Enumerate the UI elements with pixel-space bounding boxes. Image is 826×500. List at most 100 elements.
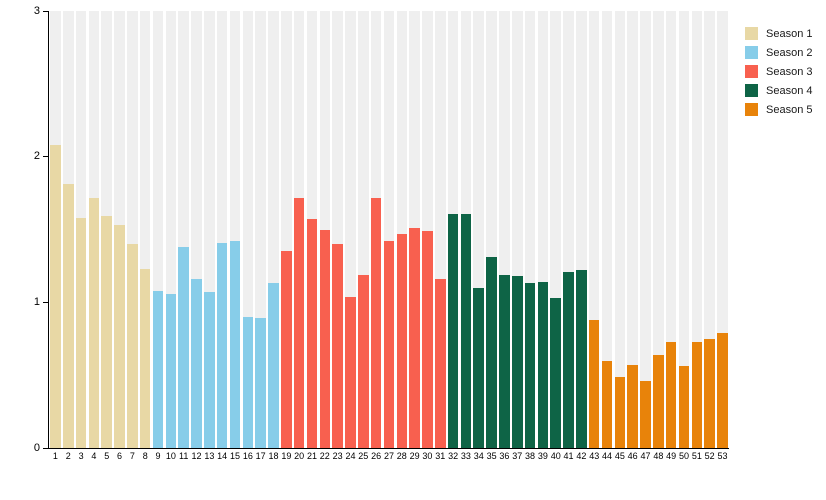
bar-slot: 13	[203, 11, 216, 461]
bar-slot: 2	[62, 11, 75, 461]
background-stripe	[396, 11, 408, 448]
legend-swatch-icon	[745, 65, 758, 78]
bar-slot: 30	[421, 11, 434, 461]
bar-slot: 6	[113, 11, 126, 461]
x-axis-label: 19	[281, 451, 292, 461]
y-axis-tick-label: 0	[33, 441, 40, 454]
bar-slot: 3	[75, 11, 88, 461]
bar-episode-28	[396, 233, 408, 448]
background-stripe	[717, 11, 728, 448]
bar-episode-52	[704, 338, 715, 448]
bar-episode-33	[460, 213, 472, 448]
x-axis-label: 15	[230, 451, 241, 461]
background-stripe	[537, 11, 549, 448]
bar-episode-42	[576, 270, 587, 448]
bar-episode-49	[665, 341, 677, 448]
background-stripe	[165, 11, 177, 448]
bar-slot: 48	[652, 11, 665, 461]
bar-slot: 53	[716, 11, 729, 461]
bar-slot: 24	[344, 11, 357, 461]
legend-item: Season 2	[745, 46, 812, 59]
bar-slot: 27	[383, 11, 396, 461]
bar-slot: 33	[460, 11, 473, 461]
x-axis-label: 13	[204, 451, 215, 461]
bar-episode-37	[511, 276, 523, 448]
bar-episode-15	[229, 241, 241, 448]
bar-episode-9	[152, 290, 164, 448]
background-stripe	[242, 11, 254, 448]
x-axis-label: 46	[627, 451, 638, 461]
bar-episode-35	[486, 257, 497, 448]
background-stripe	[204, 11, 215, 448]
background-stripe	[383, 11, 395, 448]
bar-episode-7	[127, 244, 138, 448]
bar-episode-5	[101, 216, 112, 448]
bar-episode-11	[178, 247, 189, 448]
bar-episode-27	[383, 241, 395, 448]
x-axis-label: 30	[422, 451, 433, 461]
x-axis-label: 33	[460, 451, 471, 461]
y-axis-tick	[43, 10, 49, 12]
bar-episode-18	[268, 283, 279, 448]
background-stripe	[524, 11, 536, 448]
bar-slot: 16	[241, 11, 254, 461]
bar-episode-26	[370, 197, 382, 448]
bar-episode-50	[678, 366, 690, 448]
bar-episode-40	[550, 298, 561, 448]
background-stripe	[268, 11, 279, 448]
x-axis-label: 26	[371, 451, 382, 461]
bar-episode-51	[691, 341, 703, 448]
bar-episode-30	[422, 231, 433, 448]
bar-episode-45	[614, 376, 626, 448]
bar-episode-29	[409, 228, 420, 448]
legend-label: Season 2	[766, 46, 813, 59]
bar-slot: 50	[678, 11, 691, 461]
bar-slot: 10	[164, 11, 177, 461]
bar-episode-1	[50, 145, 61, 448]
background-stripe	[229, 11, 241, 448]
x-axis-label: 20	[294, 451, 305, 461]
bar-episode-2	[62, 184, 74, 448]
x-axis-label: 48	[653, 451, 664, 461]
bar-episode-36	[499, 274, 510, 448]
background-stripe	[332, 11, 343, 448]
bar-episode-47	[640, 381, 651, 448]
bar-episode-17	[255, 318, 266, 448]
x-axis-label: 38	[525, 451, 536, 461]
background-stripe	[601, 11, 613, 448]
x-axis-label: 23	[332, 451, 343, 461]
bar-episode-39	[537, 281, 549, 448]
bar-slot: 42	[575, 11, 588, 461]
bar-slot: 44	[601, 11, 614, 461]
bar-slot: 26	[370, 11, 383, 461]
x-axis-label: 14	[217, 451, 228, 461]
legend-swatch-icon	[745, 46, 758, 59]
background-stripe	[691, 11, 703, 448]
background-stripe	[191, 11, 202, 448]
bar-episode-16	[242, 316, 254, 448]
x-axis-label: 10	[165, 451, 176, 461]
y-axis-tick-label: 1	[33, 295, 40, 308]
bar-episode-53	[717, 332, 728, 448]
legend-swatch-icon	[745, 27, 758, 40]
legend-label: Season 3	[766, 65, 813, 78]
bar-slot: 19	[280, 11, 293, 461]
bar-slot: 39	[536, 11, 549, 461]
legend-item: Season 3	[745, 65, 812, 78]
bar-episode-32	[447, 213, 459, 448]
x-axis-label: 12	[191, 451, 202, 461]
x-axis-label: 49	[666, 451, 677, 461]
bar-slot: 18	[267, 11, 280, 461]
bar-slot: 36	[498, 11, 511, 461]
background-stripe	[152, 11, 164, 448]
bar-slot: 28	[395, 11, 408, 461]
bar-slot: 37	[511, 11, 524, 461]
bar-slot: 49	[665, 11, 678, 461]
background-stripe	[281, 11, 292, 448]
background-stripe	[139, 11, 151, 448]
x-axis-label: 16	[242, 451, 253, 461]
x-axis-label: 11	[179, 451, 189, 461]
background-stripe	[550, 11, 561, 448]
x-axis-label: 41	[563, 451, 574, 461]
